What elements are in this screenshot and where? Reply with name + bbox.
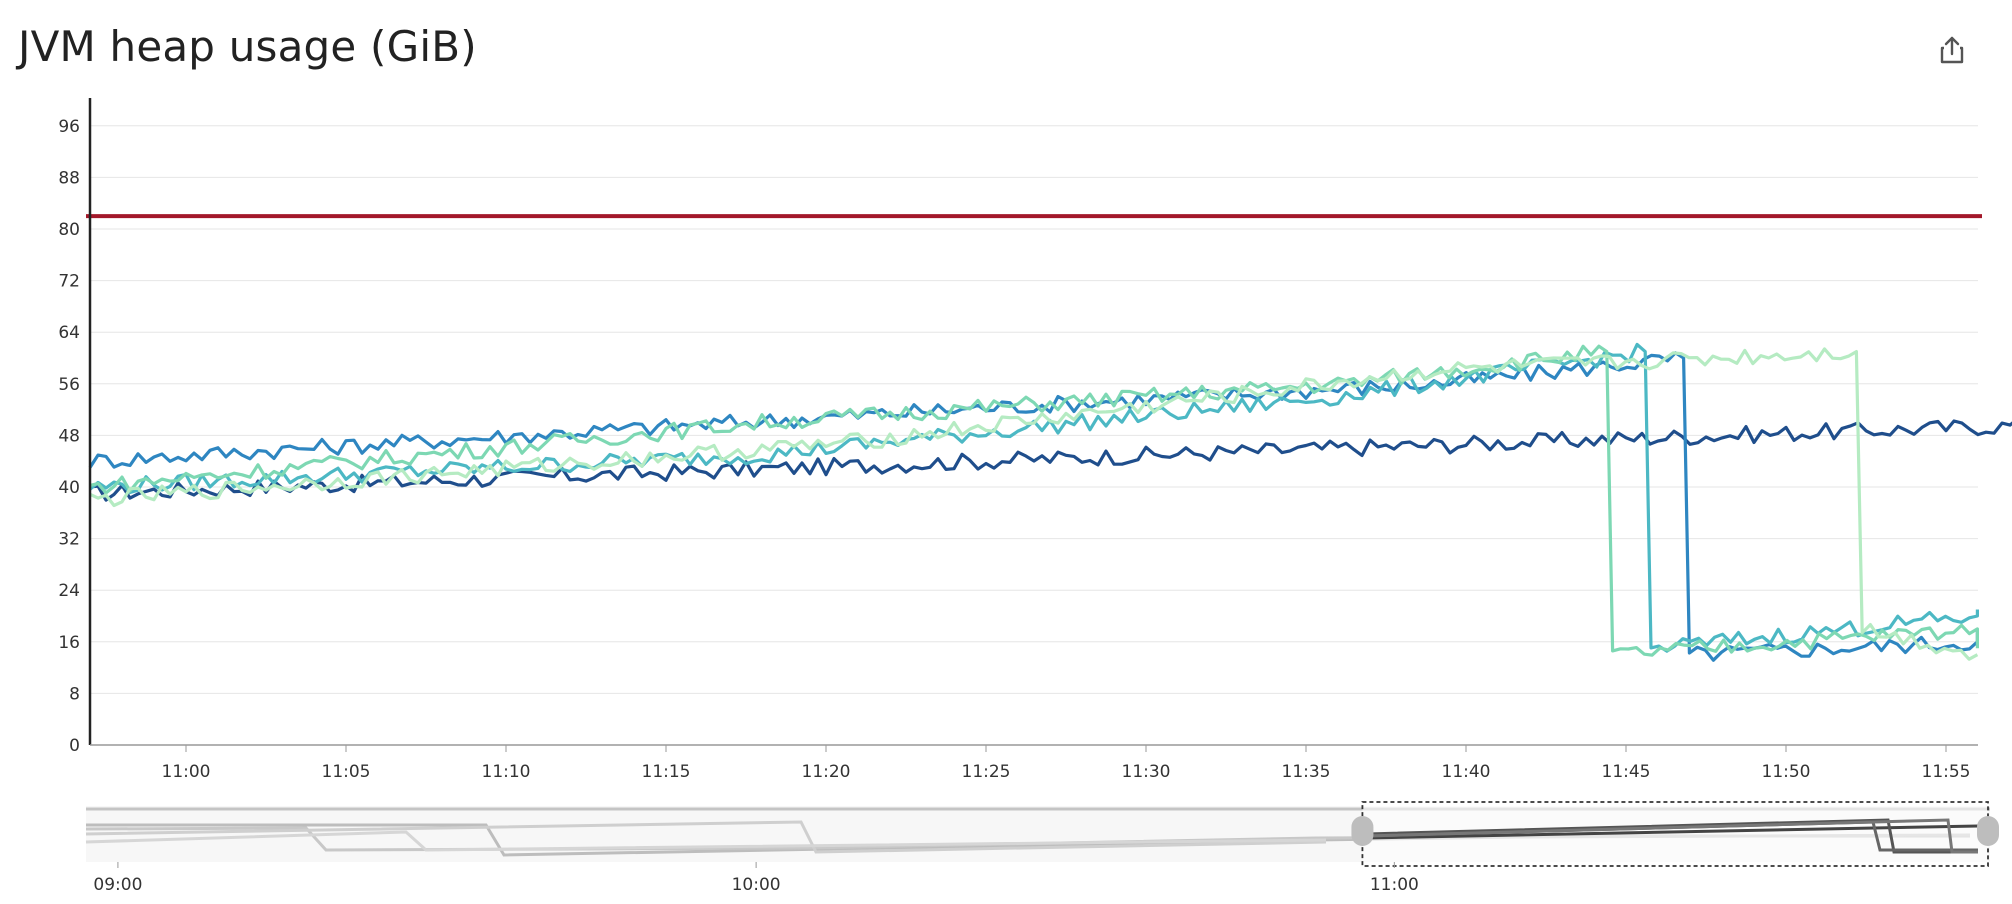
navigator-tick-label: 10:00 — [732, 875, 781, 895]
y-tick-label: 24 — [58, 581, 80, 601]
navigator-series-line — [85, 820, 1327, 854]
x-tick-label: 11:55 — [1922, 762, 1971, 782]
x-tick-label: 11:20 — [802, 762, 851, 782]
x-tick-label: 11:05 — [322, 762, 371, 782]
series-line — [89, 344, 1979, 657]
y-tick-label: 0 — [69, 736, 80, 756]
chart-title: JVM heap usage (GiB) — [18, 22, 477, 71]
navigator-tick-label: 11:00 — [1370, 875, 1419, 895]
x-tick-label: 11:45 — [1602, 762, 1651, 782]
x-tick-label: 11:50 — [1762, 762, 1811, 782]
x-tick-label: 11:30 — [1122, 762, 1171, 782]
y-axis-ticks: 0 8 16 24 32 40 48 56 64 72 80 88 96 — [58, 117, 80, 756]
y-tick-label: 32 — [58, 530, 80, 550]
navigator-selected-series-line — [1366, 818, 1978, 854]
share-export-icon — [1940, 36, 1964, 64]
x-tick-label: 11:25 — [962, 762, 1011, 782]
navigator-right-handle[interactable] — [1977, 816, 1999, 846]
series-line — [89, 419, 2012, 502]
x-tick-label: 11:10 — [482, 762, 531, 782]
time-navigator[interactable]: 09:00 10:00 11:00 — [85, 801, 1999, 895]
navigator-selected-series-line — [1366, 818, 1978, 854]
y-tick-label: 88 — [58, 168, 80, 188]
x-tick-label: 11:35 — [1282, 762, 1331, 782]
y-tick-label: 64 — [58, 323, 80, 343]
y-tick-label: 80 — [58, 220, 80, 240]
x-tick-label: 11:40 — [1442, 762, 1491, 782]
x-tick-label: 11:00 — [162, 762, 211, 782]
series-line — [88, 351, 1979, 662]
y-tick-label: 72 — [58, 272, 80, 292]
navigator-tick-label: 09:00 — [93, 875, 142, 895]
navigator-left-handle[interactable] — [1351, 816, 1374, 846]
export-button[interactable] — [1936, 34, 1968, 66]
navigator-selected-series-line — [1366, 824, 1979, 840]
series-lines — [88, 342, 2012, 662]
y-tick-label: 56 — [58, 375, 80, 395]
y-tick-label: 96 — [58, 117, 80, 137]
y-tick-label: 8 — [69, 684, 80, 704]
y-tick-label: 16 — [58, 633, 80, 653]
series-line — [88, 342, 1979, 653]
series-line — [89, 347, 1979, 661]
x-tick-label: 11:15 — [642, 762, 691, 782]
y-tick-label: 40 — [58, 478, 80, 498]
x-axis-ticks: 11:00 11:05 11:10 11:15 11:20 11:25 11:30 11:35… — [162, 745, 1971, 782]
navigator-series-line — [85, 830, 1327, 852]
y-tick-label: 48 — [58, 426, 80, 446]
